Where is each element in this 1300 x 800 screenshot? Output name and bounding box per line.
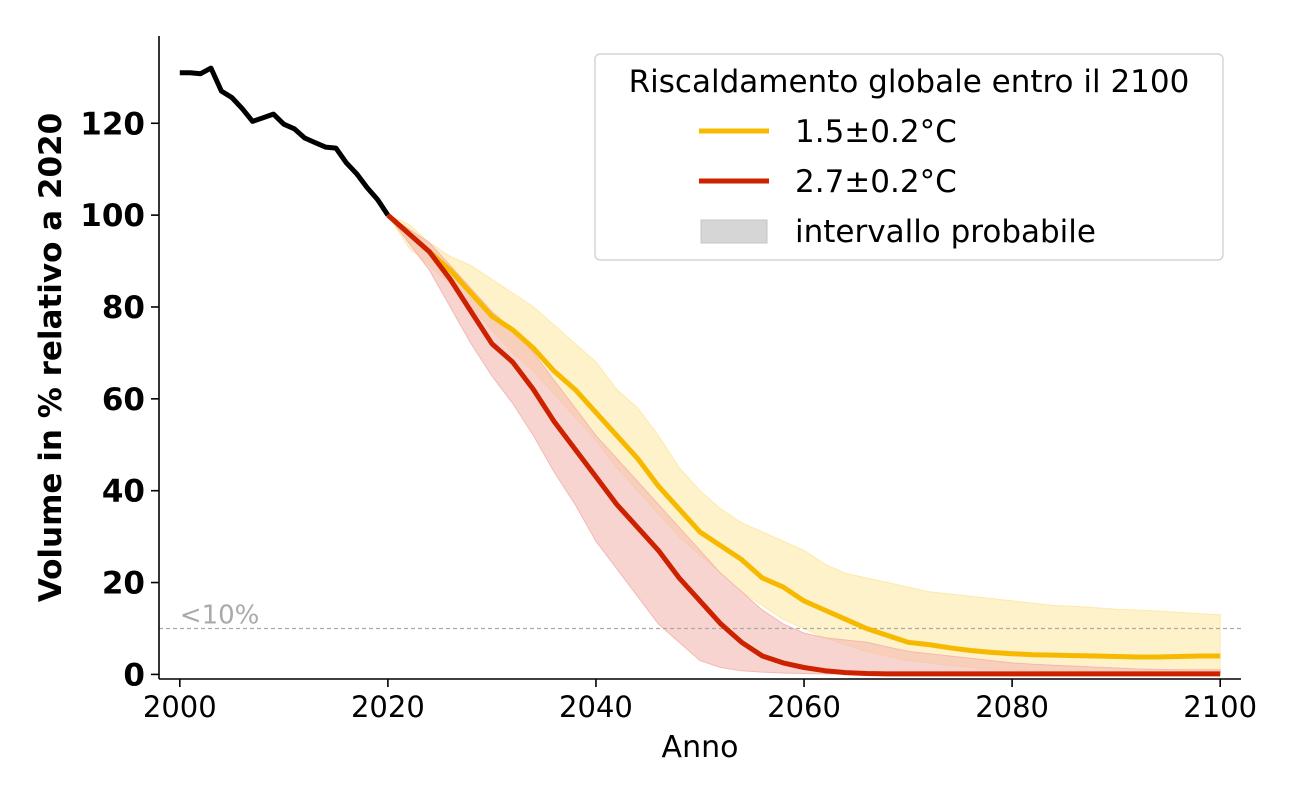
band-series-1 (386, 213, 1221, 674)
series-line-1 (386, 213, 1221, 660)
legend-box (594, 53, 1224, 261)
x-tick-label: 2000 (143, 690, 217, 724)
legend-label-3: intervallo probabile (795, 214, 1096, 250)
y-tick-label: 80 (102, 290, 145, 326)
y-axis-title: Volume in % relativo a 2020 (33, 113, 69, 602)
legend-label-2: 2.7±0.2°C (795, 164, 957, 200)
series-line-2 (386, 213, 1221, 677)
y-tick-label: 40 (102, 474, 145, 510)
uncertainty-bands (386, 213, 1221, 675)
series-lines (179, 65, 1221, 677)
x-tick-label: 2080 (975, 690, 1049, 724)
x-axis-title: Anno (662, 730, 739, 765)
legend: Riscaldamento globale entro il 2100 1.5±0… (594, 53, 1224, 261)
y-tick-label: 0 (123, 657, 145, 693)
reference-line-label: <10% (180, 600, 260, 630)
y-tick-label: 20 (102, 566, 145, 602)
x-tick-label: 2060 (767, 690, 841, 724)
y-tick-label: 100 (80, 198, 145, 234)
historical-line (179, 65, 390, 217)
axes (158, 36, 1241, 680)
reference-line-group: <10% (159, 600, 1241, 630)
legend-swatch-3 (700, 219, 768, 244)
x-tick-label: 2040 (559, 690, 633, 724)
legend-label-1: 1.5±0.2°C (795, 114, 957, 150)
y-tick-label: 120 (80, 106, 145, 142)
legend-title: Riscaldamento globale entro il 2100 (629, 64, 1190, 100)
x-tick-label: 2020 (351, 690, 425, 724)
x-tick-label: 2100 (1183, 690, 1257, 724)
y-tick-label: 60 (102, 382, 145, 418)
